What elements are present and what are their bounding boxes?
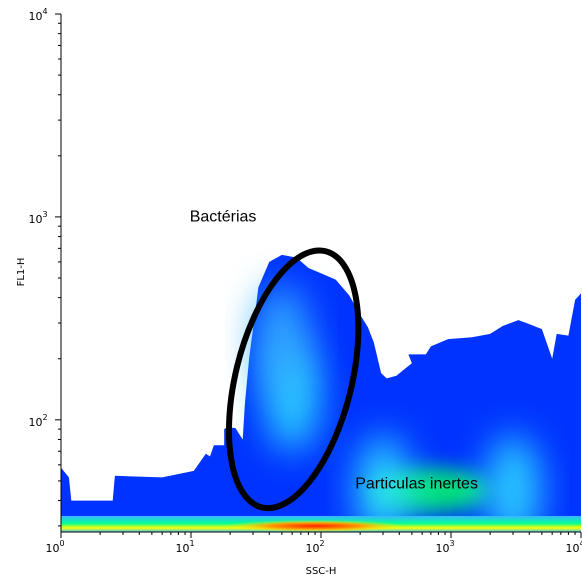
density-hotspot xyxy=(485,435,542,532)
x-tick-label: 104 xyxy=(565,539,582,555)
y-tick-exponent: 3 xyxy=(42,210,47,219)
x-tick-label: 103 xyxy=(435,539,454,555)
density-hotspots xyxy=(253,284,542,532)
y-tick-label: 104 xyxy=(28,7,47,23)
y-axis-title: FL1-H xyxy=(16,258,27,287)
x-tick-exponent: 0 xyxy=(59,539,64,548)
y-tick-label: 103 xyxy=(28,210,47,226)
x-tick-label: 100 xyxy=(45,539,64,555)
x-tick-exponent: 1 xyxy=(189,539,194,548)
annotation-bacterias: Bactérias xyxy=(190,208,257,225)
x-tick-label: 102 xyxy=(305,539,324,555)
density-region xyxy=(61,254,581,532)
density-hotspot xyxy=(253,284,310,395)
x-tick-exponent: 4 xyxy=(579,539,582,548)
density-cloud xyxy=(61,254,581,532)
density-hotspot xyxy=(355,435,412,532)
y-tick-labels: 102 103 104 xyxy=(28,7,47,429)
x-tick-labels: 100101102103104 xyxy=(45,539,582,555)
y-tick-exponent: 4 xyxy=(42,7,47,16)
y-tick-exponent: 2 xyxy=(42,413,47,422)
y-axis-ticks xyxy=(55,13,61,527)
x-tick-exponent: 2 xyxy=(319,539,324,548)
bacteria-gate-ellipse xyxy=(225,247,362,512)
x-axis-ticks xyxy=(60,532,582,538)
x-axis-title: SSC-H xyxy=(306,566,337,576)
x-tick-exponent: 3 xyxy=(449,539,454,548)
y-tick-label: 102 xyxy=(28,413,47,429)
annotation-particulas-inertes: Particulas inertes xyxy=(355,475,478,492)
bottom-band-hotspot xyxy=(225,520,406,532)
x-tick-label: 101 xyxy=(175,539,194,555)
